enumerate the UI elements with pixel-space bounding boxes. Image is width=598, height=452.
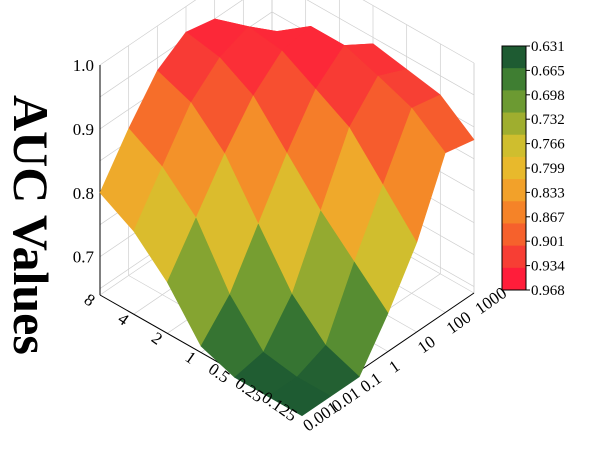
colorbar-swatch: [502, 179, 526, 202]
z-tick-label: 0.8: [73, 184, 94, 203]
wall-z-grid-line: [99, 0, 475, 66]
colorbar-tick-label: 0.766: [531, 137, 565, 153]
colorbar-tick-label: 0.631: [531, 39, 565, 55]
z-tick-label: 0.7: [73, 248, 95, 267]
colorbar-tick-label: 0.665: [531, 63, 565, 79]
colorbar-swatch: [502, 223, 526, 247]
colorbar-tick-label: 0.867: [531, 210, 565, 226]
y-tick-label: 100: [443, 308, 475, 338]
colorbar-tick-label: 0.732: [531, 112, 565, 128]
colorbar-tick-label: 0.934: [531, 259, 565, 275]
colorbar-swatch: [502, 201, 526, 224]
colorbar-swatch: [502, 68, 526, 91]
x-tick-label: 8: [81, 290, 99, 310]
colorbar: 0.631 0.665 0.698 0.732 0.766 0.799 0.833 0.867…: [501, 39, 565, 299]
colorbar-swatch: [502, 134, 526, 158]
surface-facet: [267, 376, 332, 417]
colorbar-swatch: [502, 245, 526, 269]
colorbar-swatch: [502, 112, 526, 136]
colorbar-tick-label: 0.698: [531, 88, 565, 104]
colorbar-swatch: [502, 46, 526, 69]
y-tick-label: 1: [385, 356, 403, 376]
y-tick-label: 10: [414, 332, 439, 357]
x-tick-label: 4: [114, 309, 132, 330]
colorbar-swatch: [502, 90, 526, 114]
colorbar-swatch: [502, 156, 526, 180]
z-tick-label: 1.0: [73, 56, 94, 75]
colorbar-tick-label: 0.799: [531, 161, 565, 177]
x-tick-label: 2: [148, 328, 166, 348]
colorbar-tick-label: 0.833: [531, 185, 565, 201]
colorbar-tick-label: 0.968: [531, 283, 565, 299]
colorbar-swatch: [502, 267, 526, 291]
z-axis-label: AUC Values: [3, 95, 59, 355]
x-tick-label: 1: [182, 347, 200, 367]
z-tick-label: 0.9: [73, 120, 94, 139]
surface-plot: [99, 18, 475, 417]
wall-z-grid-line: [99, 0, 475, 98]
colorbar-tick-label: 0.901: [531, 234, 565, 250]
